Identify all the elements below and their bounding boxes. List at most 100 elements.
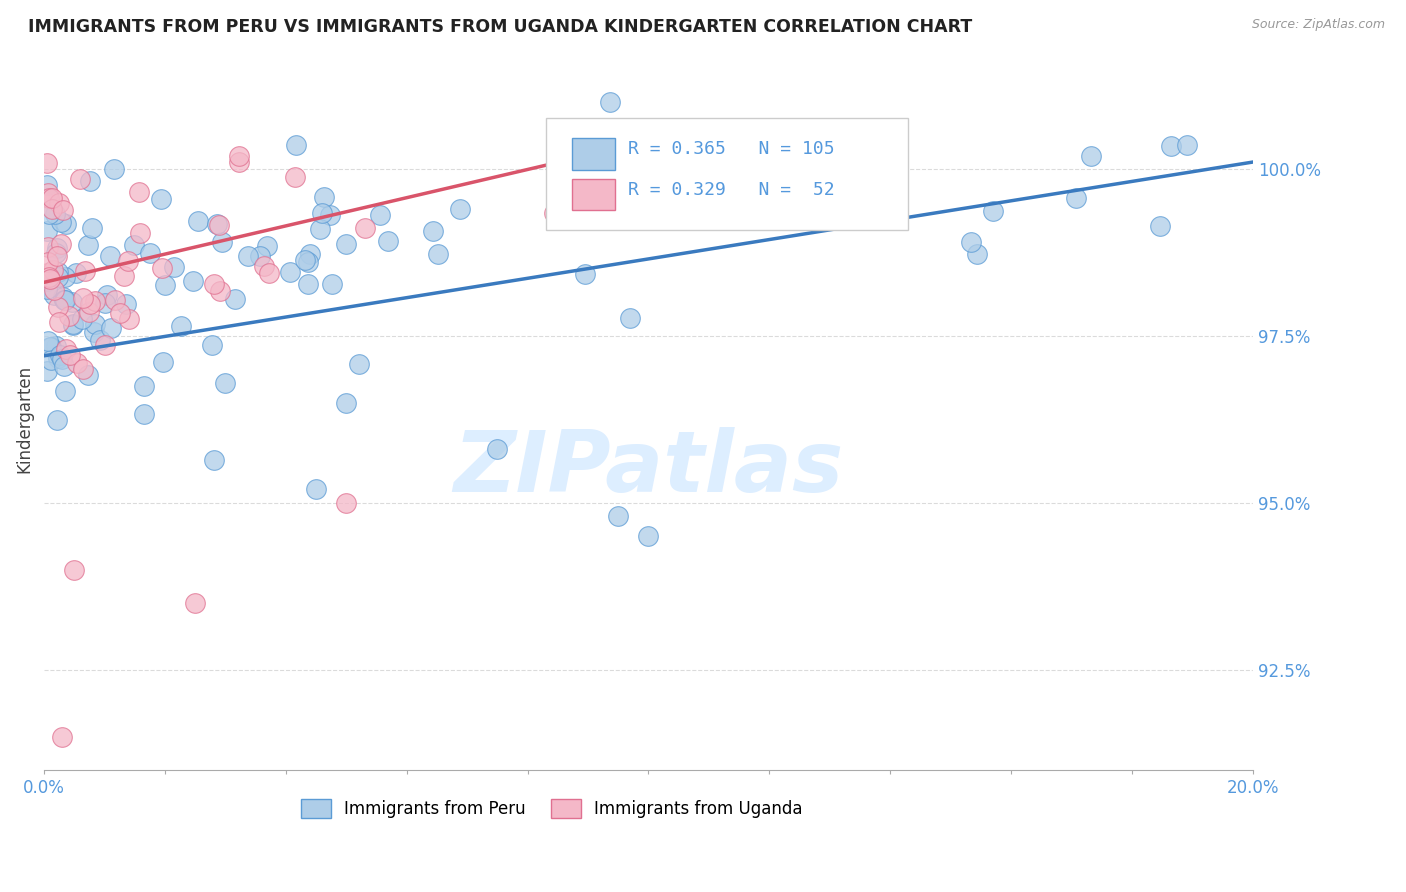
Point [560, 131, 582, 145]
Point [138, 246, 160, 260]
Point [46, 265, 69, 279]
Point [45, 245, 67, 260]
Point [299, 247, 322, 261]
Point [1080, 149, 1102, 163]
Point [170, 318, 193, 333]
Point [427, 247, 450, 261]
Point [253, 259, 276, 273]
Point [51, 351, 73, 366]
Point [37, 364, 59, 378]
Text: R = 0.365   N = 105: R = 0.365 N = 105 [628, 140, 835, 158]
Point [208, 218, 231, 232]
Point [37, 274, 59, 288]
Point [53, 359, 76, 373]
Point [335, 496, 357, 510]
Point [117, 253, 139, 268]
Point [207, 217, 229, 231]
Point [77, 238, 100, 252]
Point [759, 204, 782, 219]
Point [48, 300, 70, 314]
Legend: Immigrants from Peru, Immigrants from Uganda: Immigrants from Peru, Immigrants from Ug… [294, 792, 810, 825]
Point [72, 291, 94, 305]
Point [53, 270, 76, 285]
Point [108, 306, 131, 320]
Point [52, 290, 75, 304]
Point [1149, 219, 1171, 234]
Point [297, 254, 319, 268]
Point [37, 334, 59, 349]
Point [103, 161, 125, 176]
Point [285, 138, 308, 153]
Point [637, 529, 659, 543]
Point [52, 202, 75, 217]
Point [62, 318, 84, 332]
Point [321, 277, 343, 291]
Point [59, 347, 82, 361]
Point [305, 483, 328, 497]
Point [58, 310, 80, 324]
Point [83, 293, 105, 308]
Point [354, 220, 377, 235]
Point [45, 241, 67, 255]
Point [45, 339, 67, 353]
Point [38, 191, 60, 205]
Point [450, 202, 472, 216]
Point [228, 155, 250, 169]
Point [75, 264, 97, 278]
Point [236, 249, 259, 263]
Point [70, 311, 93, 326]
Point [181, 274, 204, 288]
Point [83, 317, 105, 331]
Point [486, 442, 509, 457]
Point [49, 215, 72, 229]
Point [55, 293, 77, 308]
Point [37, 224, 59, 238]
Point [201, 338, 224, 352]
Point [65, 266, 87, 280]
Point [599, 95, 621, 109]
Point [259, 267, 281, 281]
Point [311, 206, 333, 220]
Point [69, 171, 91, 186]
Text: IMMIGRANTS FROM PERU VS IMMIGRANTS FROM UGANDA KINDERGARTEN CORRELATION CHART: IMMIGRANTS FROM PERU VS IMMIGRANTS FROM … [28, 18, 973, 36]
Point [62, 318, 84, 332]
Point [319, 208, 342, 222]
Point [42, 287, 65, 301]
Point [100, 320, 122, 334]
Point [134, 407, 156, 421]
Point [617, 186, 640, 200]
Point [574, 267, 596, 281]
Point [39, 340, 62, 354]
Point [38, 207, 60, 221]
Text: ZIPatlas: ZIPatlas [453, 427, 844, 510]
Point [202, 277, 225, 291]
Point [377, 234, 399, 248]
Point [98, 249, 121, 263]
Y-axis label: Kindergarten: Kindergarten [15, 365, 32, 474]
Point [53, 293, 76, 308]
Point [347, 357, 370, 371]
Point [607, 509, 630, 524]
Point [224, 292, 246, 306]
Point [48, 195, 70, 210]
Point [309, 222, 332, 236]
Point [335, 395, 357, 409]
Point [45, 413, 67, 427]
Point [39, 340, 62, 354]
Point [39, 352, 62, 367]
Point [129, 227, 152, 241]
Point [202, 453, 225, 467]
Point [46, 249, 69, 263]
Point [150, 192, 173, 206]
Point [37, 178, 59, 192]
Point [79, 174, 101, 188]
Point [152, 260, 174, 275]
Point [37, 186, 59, 200]
Point [112, 269, 135, 284]
Point [93, 338, 115, 352]
Text: Source: ZipAtlas.com: Source: ZipAtlas.com [1251, 18, 1385, 31]
Point [278, 264, 301, 278]
Point [80, 220, 103, 235]
Point [37, 156, 59, 170]
Point [297, 277, 319, 291]
